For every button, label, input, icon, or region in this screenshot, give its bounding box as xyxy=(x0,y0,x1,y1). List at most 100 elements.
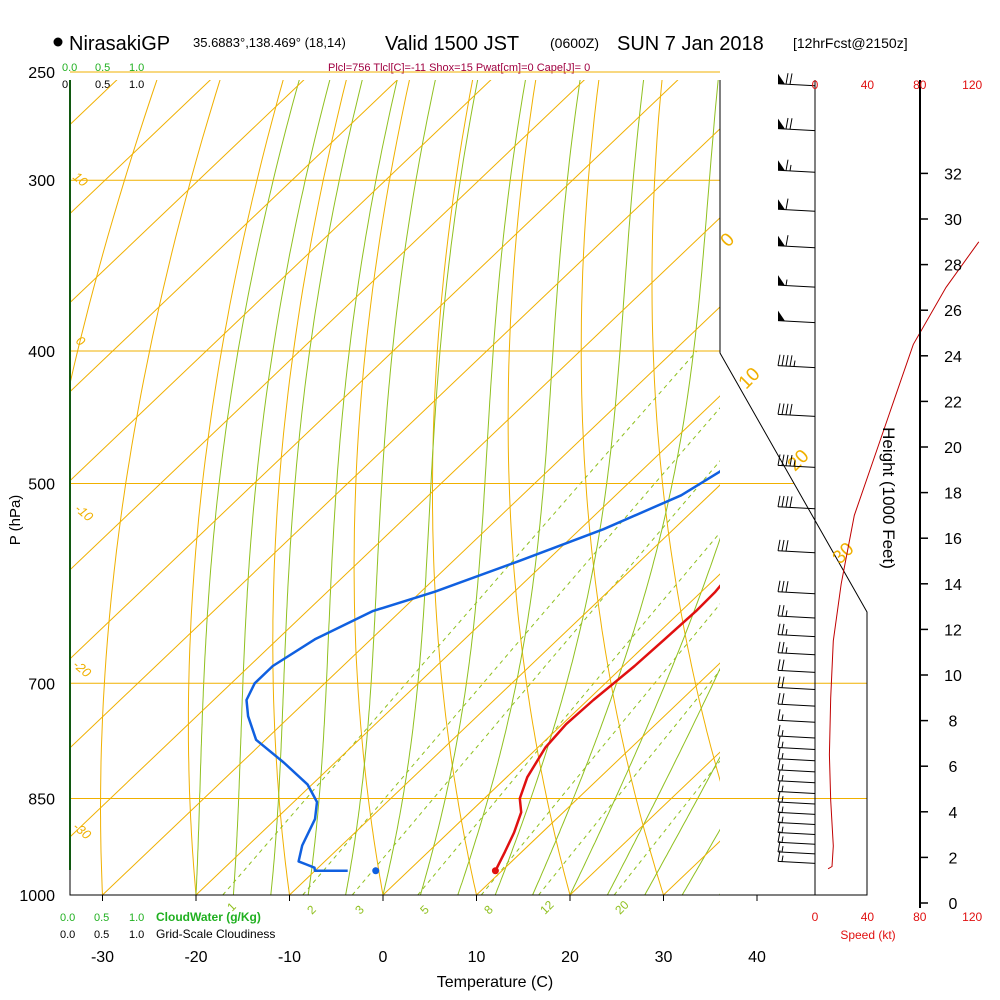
wind-speed-line xyxy=(827,241,980,870)
height-axis-title: Height (1000 Feet) xyxy=(879,427,898,569)
wind-barb-flag xyxy=(785,73,789,85)
wind-barb-half-flag xyxy=(785,647,788,654)
height-tick-label: 6 xyxy=(949,759,958,776)
wind-barb xyxy=(777,724,816,739)
height-tick-label: 20 xyxy=(944,440,962,457)
height-tick-label: 0 xyxy=(949,896,958,913)
wind-barb xyxy=(777,709,816,723)
speed-tick-label-bottom: 120 xyxy=(962,910,982,924)
wind-barb-staff xyxy=(777,128,816,132)
wind-barbs xyxy=(777,73,816,864)
wind-barb xyxy=(777,580,816,595)
wind-barb xyxy=(777,310,816,324)
isotherm xyxy=(70,128,720,749)
isotherms xyxy=(70,72,1000,895)
height-tick-label: 2 xyxy=(949,850,958,867)
wind-barb-flag xyxy=(785,117,789,130)
cloud-scale-bottom-0: 0.0 xyxy=(60,912,75,924)
wind-barb-half-flag xyxy=(785,629,788,636)
dry-adiabat-label: -20 xyxy=(70,657,95,681)
isobars xyxy=(70,71,867,896)
dry-adiabat xyxy=(787,48,958,924)
pressure-tick-label: 850 xyxy=(28,792,55,809)
cloudiness-scale-top-2: 1.0 xyxy=(129,79,144,91)
wind-barb-half-flag xyxy=(781,774,784,782)
wind-barb xyxy=(777,769,816,784)
moist-adiabat xyxy=(232,80,331,895)
cloud-scale-top-1: 0.5 xyxy=(95,62,110,74)
dry-adiabat-label: 10 xyxy=(70,169,91,190)
isotherm xyxy=(195,395,720,895)
wind-barb-flag xyxy=(777,758,781,770)
wind-barb-pennant xyxy=(778,235,785,247)
wind-barb-flag xyxy=(777,659,781,671)
forecast-date: SUN 7 Jan 2018 xyxy=(617,33,764,55)
moist-adiabat xyxy=(382,80,479,895)
wind-barb-staff xyxy=(777,669,816,673)
wind-barb-flag xyxy=(781,676,785,688)
mixing-ratio-label: 20 xyxy=(612,898,632,918)
mixing-ratio-label: 8 xyxy=(481,902,496,917)
wind-barb-half-flag xyxy=(781,816,784,823)
valid-time: Valid 1500 JST xyxy=(385,33,519,55)
y-axis-title: P (hPa) xyxy=(7,495,24,546)
speed-axis-title: Speed (kt) xyxy=(840,928,895,942)
wind-barb-flag xyxy=(777,495,781,507)
mixing-ratio-label: 12 xyxy=(537,898,557,918)
speed-tick-label-bottom: 80 xyxy=(913,910,927,924)
moist-adiabat-label: 10 xyxy=(735,364,765,394)
pressure-tick-label: 1000 xyxy=(19,888,55,905)
moist-adiabat xyxy=(345,80,436,895)
isotherm xyxy=(851,72,1000,895)
wind-barb-staff xyxy=(777,735,816,739)
temperature-tick-label: 20 xyxy=(561,949,579,966)
wind-barb-flag xyxy=(777,840,781,853)
height-tick-label: 30 xyxy=(944,212,962,229)
wind-barb-flag xyxy=(785,581,789,593)
speed-tick-label-bottom: 0 xyxy=(812,910,819,924)
cloud-scale-top-2: 1.0 xyxy=(129,62,144,74)
wind-barb-flag xyxy=(777,403,781,415)
wind-barb-staff xyxy=(777,652,816,656)
cloudiness-label: Grid-Scale Cloudiness xyxy=(156,927,275,941)
wind-barb xyxy=(777,198,816,212)
height-tick-label: 28 xyxy=(944,258,962,275)
wind-barb xyxy=(777,850,816,864)
wind-barb xyxy=(777,604,816,619)
wind-barb-flag xyxy=(777,676,781,688)
dry-adiabat xyxy=(432,80,478,895)
cloudiness-scale-bottom-1: 0.5 xyxy=(94,929,109,941)
wind-barb-staff xyxy=(777,831,816,835)
wind-barb-half-flag xyxy=(781,764,784,771)
pressure-tick-label: 250 xyxy=(28,65,55,82)
wind-barb xyxy=(777,831,816,845)
wind-barb xyxy=(777,758,816,773)
wind-barb-flag xyxy=(777,641,781,653)
wind-barb-flag xyxy=(789,73,793,85)
temperature-tick-label: -20 xyxy=(184,949,207,966)
wind-barb-flag xyxy=(777,769,781,781)
dewpoint-line xyxy=(245,469,720,873)
wind-barb-pennant xyxy=(778,160,785,171)
height-tick-label: 32 xyxy=(944,166,962,183)
moist-adiabats xyxy=(195,80,720,895)
wind-barb-half-flag xyxy=(781,855,784,862)
wind-barb-half-flag xyxy=(789,164,792,171)
isotherm xyxy=(70,80,585,571)
wind-barb-staff xyxy=(777,615,816,619)
wind-barb-staff xyxy=(777,245,816,249)
cloud-scale-top-0: 0.0 xyxy=(62,62,77,74)
dry-adiabat xyxy=(851,48,1000,924)
wind-barb-flag xyxy=(777,790,781,803)
dry-adiabat xyxy=(976,48,1000,924)
mixing-ratio-line xyxy=(480,603,720,895)
wind-barb-pennant xyxy=(778,199,785,210)
height-tick-label: 10 xyxy=(944,668,962,685)
wind-barb-flag xyxy=(777,747,781,759)
wind-barb-flag xyxy=(781,454,785,466)
wind-barb-flag xyxy=(785,403,789,415)
surface-temperature-marker xyxy=(491,867,499,875)
wind-barb-flag xyxy=(781,354,785,366)
wind-barb xyxy=(777,623,816,638)
